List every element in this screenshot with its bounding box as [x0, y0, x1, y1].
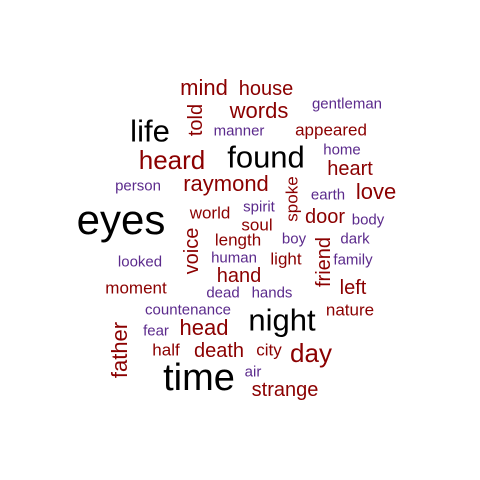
word: left [339, 277, 367, 299]
word: head [179, 315, 229, 340]
word: family [333, 251, 373, 269]
word: length [214, 230, 262, 250]
word: hand [216, 265, 262, 287]
word: dark [340, 230, 370, 248]
word: gentleman [311, 95, 383, 113]
word: hands [251, 284, 293, 302]
word: told [185, 103, 207, 137]
word: person [115, 177, 161, 195]
word: earth [310, 186, 346, 204]
word: spoke [282, 176, 302, 222]
word: air [244, 363, 262, 381]
word: spirit [243, 198, 275, 216]
word: mind [180, 75, 228, 100]
word: appeared [295, 120, 367, 140]
word: soul [241, 215, 273, 235]
word: night [248, 302, 316, 338]
word: words [229, 98, 289, 123]
word: time [163, 357, 235, 399]
word: world [189, 203, 231, 223]
word: body [351, 211, 385, 229]
word: voice [181, 227, 203, 275]
word: home [323, 141, 361, 159]
word: fear [143, 322, 169, 340]
word: dead [206, 284, 240, 302]
word: light [270, 249, 302, 269]
word: friend [313, 236, 335, 288]
word: house [238, 78, 294, 100]
word: love [355, 179, 397, 204]
word: heard [138, 145, 206, 175]
word: father [107, 321, 132, 379]
word: eyes [76, 196, 166, 243]
word: death [193, 340, 245, 362]
word: strange [251, 379, 319, 401]
word: boy [281, 230, 307, 248]
word: life [130, 113, 170, 149]
word: city [256, 340, 282, 360]
word: found [227, 139, 305, 175]
word: human [211, 249, 257, 267]
word: manner [213, 122, 265, 140]
word: door [304, 206, 346, 228]
word: heart [327, 158, 373, 180]
word: day [290, 338, 332, 368]
word: half [152, 340, 180, 360]
word: raymond [183, 171, 269, 196]
word: countenance [145, 301, 231, 319]
word: moment [105, 278, 167, 298]
word: nature [325, 300, 375, 320]
word: looked [117, 253, 163, 271]
